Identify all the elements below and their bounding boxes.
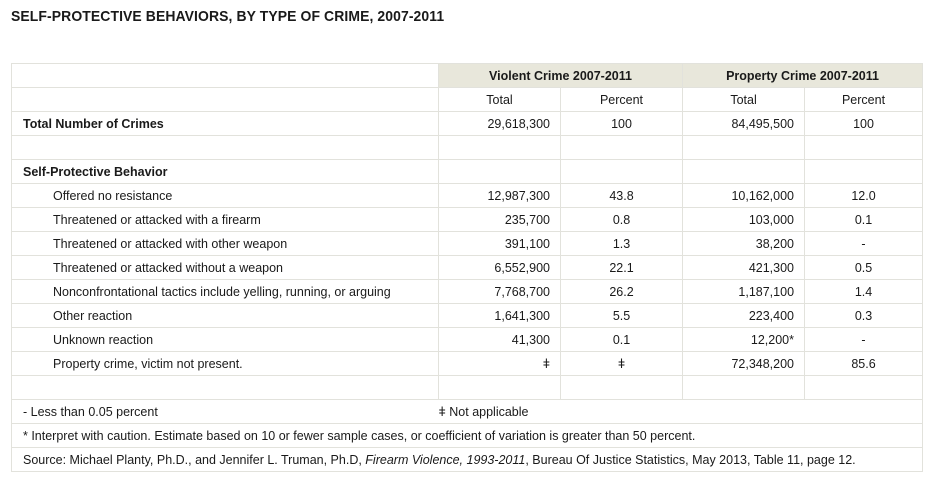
spacer-cell [804,135,924,160]
spacer-cell [11,135,439,160]
section-row: Self-Protective Behavior [11,159,924,184]
property-total-cell: 12,200* [682,327,806,352]
violent-percent-cell: 5.5 [559,303,684,328]
behavior-label: Other reaction [11,303,439,328]
behavior-row: Threatened or attacked without a weapon 6… [11,255,924,280]
violent-total-cell: 41,300 [438,327,561,352]
spacer-cell [559,375,684,400]
group-header-row: Violent Crime 2007-2011 Property Crime 2… [11,63,924,88]
violent-percent-cell: ǂ [559,351,684,376]
section-empty-cell [804,159,924,184]
violent-percent-value: 100 [559,111,684,136]
source-prefix: Source: Michael Planty, Ph.D., and Jenni… [23,452,366,467]
property-total-cell: 421,300 [682,255,806,280]
violent-percent-cell: 0.8 [559,207,684,232]
total-row: Total Number of Crimes 29,618,300 100 84… [11,111,924,136]
property-percent-cell: 0.5 [804,255,924,280]
behavior-label: Threatened or attacked with other weapon [11,231,439,256]
behavior-label: Nonconfrontational tactics include yelli… [11,279,439,304]
behavior-row: Threatened or attacked with other weapon… [11,231,924,256]
spacer-cell [804,375,924,400]
source-note: Source: Michael Planty, Ph.D., and Jenni… [10,447,924,472]
behavior-label: Threatened or attacked with a firearm [11,207,439,232]
property-percent-value: 100 [804,111,924,136]
behavior-row: Other reaction 1,641,300 5.5 223,400 0.3 [11,303,924,328]
spacer-row [11,135,924,160]
footnote-row-2: * Interpret with caution. Estimate based… [10,423,924,448]
property-total-value: 84,495,500 [682,111,806,136]
property-percent-cell: - [804,231,924,256]
footnote-row-1: - Less than 0.05 percent ǂ Not applicabl… [11,399,924,424]
property-total-cell: 103,000 [682,207,806,232]
footnote-row-3: Source: Michael Planty, Ph.D., and Jenni… [10,447,924,472]
behavior-label: Unknown reaction [11,327,439,352]
violent-total-cell: 6,552,900 [438,255,561,280]
property-crime-header: Property Crime 2007-2011 [682,63,924,88]
behavior-rows: Offered no resistance 12,987,300 43.8 10,16… [11,183,924,376]
violent-total-value: 29,618,300 [438,111,561,136]
behavior-row: Nonconfrontational tactics include yelli… [11,279,924,304]
violent-total-cell: 12,987,300 [438,183,561,208]
section-empty-cell [438,159,561,184]
spacer-cell [438,375,561,400]
behavior-row: Property crime, victim not present. ǂ ǂ 72,… [11,351,924,376]
section-empty-cell [682,159,806,184]
spacer-row [11,375,924,400]
property-percent-cell: - [804,327,924,352]
violent-percent-cell: 0.1 [559,327,684,352]
spacer-cell [438,135,561,160]
sub-header-row: Total Percent Total Percent [11,87,924,112]
section-label: Self-Protective Behavior [11,159,439,184]
total-row-label: Total Number of Crimes [11,111,439,136]
property-total-cell: 10,162,000 [682,183,806,208]
property-total-cell: 223,400 [682,303,806,328]
violent-total-cell: ǂ [438,351,561,376]
behavior-label: Property crime, victim not present. [11,351,439,376]
property-percent-cell: 0.3 [804,303,924,328]
violent-total-cell: 235,700 [438,207,561,232]
source-title: Firearm Violence, 1993-2011 [365,452,526,467]
violent-percent-cell: 43.8 [559,183,684,208]
self-protective-behaviors-table: Violent Crime 2007-2011 Property Crime 2… [10,63,924,472]
spacer-cell [11,375,439,400]
violent-crime-header: Violent Crime 2007-2011 [437,63,684,88]
property-total-header: Total [682,87,806,112]
violent-percent-cell: 26.2 [559,279,684,304]
footnote-less-than: - Less than 0.05 percent [11,399,439,424]
footnote-not-applicable: ǂ Not applicable [438,399,924,424]
violent-total-header: Total [438,87,561,112]
spacer-cell [682,135,806,160]
subheader-empty-cell [11,87,439,112]
behavior-label: Threatened or attacked without a weapon [11,255,439,280]
property-percent-cell: 85.6 [804,351,924,376]
property-percent-cell: 1.4 [804,279,924,304]
behavior-row: Threatened or attacked with a firearm 235… [11,207,924,232]
violent-percent-cell: 1.3 [559,231,684,256]
source-suffix: , Bureau Of Justice Statistics, May 2013… [525,452,856,467]
spacer-cell [559,135,684,160]
property-percent-cell: 12.0 [804,183,924,208]
section-empty-cell [559,159,684,184]
violent-total-cell: 391,100 [438,231,561,256]
property-percent-cell: 0.1 [804,207,924,232]
footnote-caution: * Interpret with caution. Estimate based… [10,423,924,448]
page-title: SELF-PROTECTIVE BEHAVIORS, BY TYPE OF CR… [11,8,445,25]
property-percent-header: Percent [804,87,924,112]
violent-total-cell: 1,641,300 [438,303,561,328]
header-empty-cell [11,63,439,88]
violent-percent-cell: 22.1 [559,255,684,280]
violent-total-cell: 7,768,700 [438,279,561,304]
property-total-cell: 72,348,200 [682,351,806,376]
property-total-cell: 1,187,100 [682,279,806,304]
property-total-cell: 38,200 [682,231,806,256]
violent-percent-header: Percent [559,87,684,112]
behavior-row: Offered no resistance 12,987,300 43.8 10,16… [11,183,924,208]
behavior-row: Unknown reaction 41,300 0.1 12,200* - [11,327,924,352]
behavior-label: Offered no resistance [11,183,439,208]
spacer-cell [682,375,806,400]
